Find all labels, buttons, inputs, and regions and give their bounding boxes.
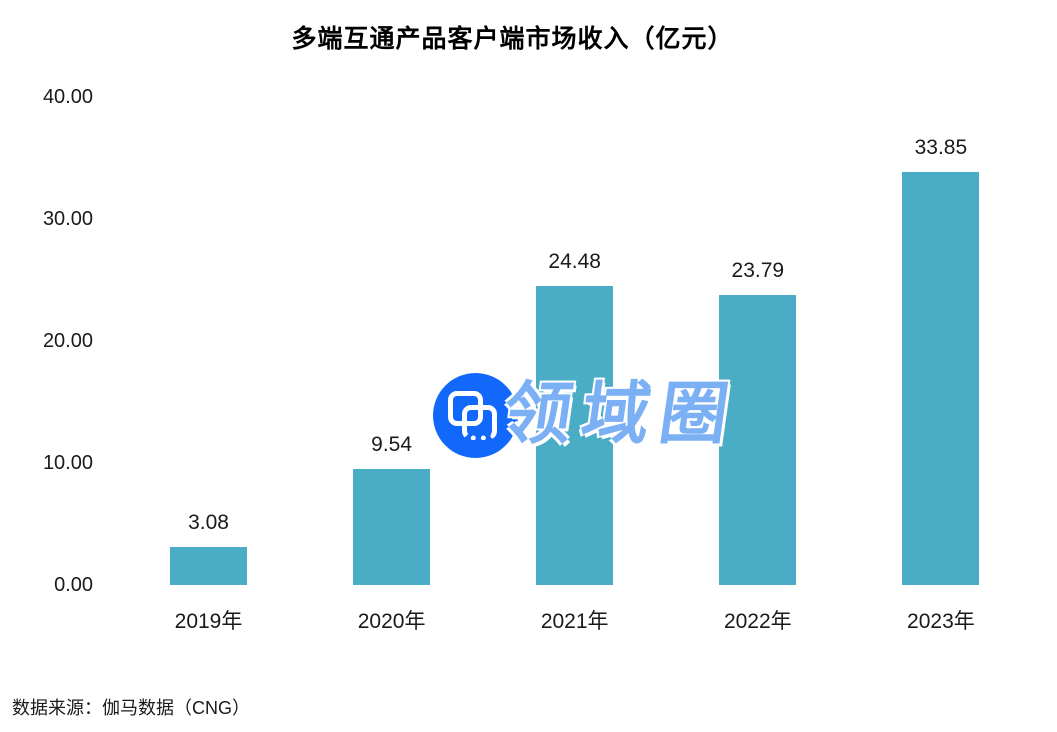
- bar-value-label: 33.85: [914, 136, 968, 160]
- overlapping-squares-icon: [462, 405, 497, 440]
- y-tick-label: 20.00: [42, 330, 93, 352]
- bar: [170, 547, 247, 585]
- x-tick-label: 2023年: [907, 610, 975, 633]
- chart-title: 多端互通产品客户端市场收入（亿元）: [291, 25, 734, 53]
- y-tick-label: 30.00: [42, 208, 93, 230]
- bar-value-label: 24.48: [548, 250, 601, 274]
- x-tick-label: 2022年: [723, 610, 792, 633]
- watermark-logo-circle: [433, 373, 518, 458]
- bar: [353, 468, 431, 585]
- y-tick-label: 40.00: [42, 86, 93, 108]
- bar: [902, 172, 980, 585]
- data-source-note: 数据来源：伽马数据（CNG）: [12, 698, 250, 718]
- bar-value-label: 9.54: [371, 432, 413, 456]
- x-tick-label: 2021年: [540, 610, 609, 633]
- y-tick-label: 0.00: [54, 574, 93, 596]
- x-tick-label: 2020年: [357, 610, 426, 633]
- bar-value-label: 3.08: [188, 511, 229, 535]
- x-tick-label: 2019年: [174, 610, 243, 633]
- y-tick-label: 10.00: [42, 452, 93, 474]
- bar: [536, 286, 614, 585]
- watermark-text: 领域圈: [498, 376, 744, 452]
- bar: [719, 294, 797, 585]
- bar-value-label: 23.79: [731, 258, 785, 282]
